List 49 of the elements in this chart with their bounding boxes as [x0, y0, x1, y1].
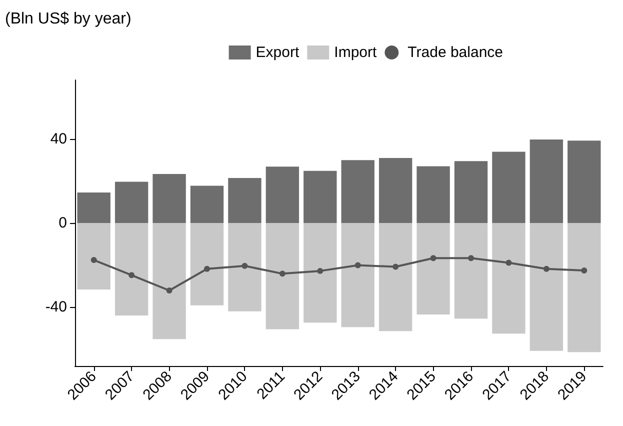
point	[128, 272, 135, 278]
y-tick-label: -40	[45, 298, 67, 316]
point	[166, 288, 172, 294]
bar	[568, 140, 601, 223]
point	[430, 255, 436, 262]
legend-label: Export	[256, 44, 300, 61]
bar	[492, 152, 526, 223]
point	[279, 270, 286, 277]
bar	[228, 178, 262, 223]
bar	[304, 170, 337, 223]
bar	[378, 223, 412, 332]
chart-title: (Bln US$ by year)	[5, 10, 132, 28]
point	[581, 268, 588, 274]
bar	[190, 223, 224, 306]
bar	[568, 223, 601, 352]
point	[317, 268, 324, 274]
point	[543, 266, 550, 272]
legend-label: Trade balance	[408, 44, 504, 61]
point	[90, 257, 97, 264]
bar	[266, 166, 300, 223]
bar	[228, 223, 262, 312]
point	[354, 262, 361, 268]
y-tick-label: 0	[58, 214, 67, 232]
bar	[114, 223, 148, 316]
point	[204, 266, 210, 272]
point	[392, 264, 399, 270]
point	[468, 255, 474, 262]
y-tick-label: 40	[50, 130, 67, 148]
bar	[304, 223, 337, 323]
bar	[266, 223, 300, 330]
bar	[152, 174, 186, 223]
bar	[454, 161, 488, 223]
bar	[77, 192, 110, 223]
bar	[530, 223, 564, 351]
bar	[416, 166, 450, 223]
legend-label: Import	[334, 44, 378, 61]
bar	[190, 186, 224, 223]
bar	[152, 223, 186, 340]
bar	[341, 223, 374, 328]
point	[242, 262, 248, 269]
bar	[341, 160, 374, 223]
bar	[378, 158, 412, 223]
bar	[114, 182, 148, 223]
bar	[77, 223, 110, 290]
point	[506, 260, 512, 266]
bar	[454, 223, 488, 319]
bar	[416, 223, 450, 314]
bar	[530, 140, 564, 223]
bar	[492, 223, 526, 334]
